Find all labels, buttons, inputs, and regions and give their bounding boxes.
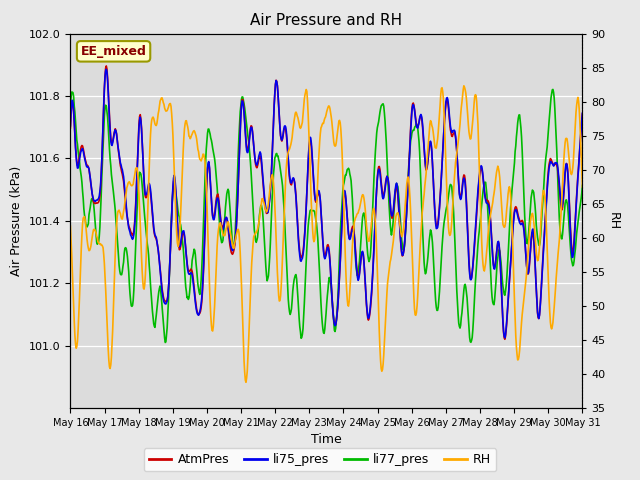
Y-axis label: Air Pressure (kPa): Air Pressure (kPa) bbox=[10, 166, 24, 276]
Y-axis label: RH: RH bbox=[607, 212, 620, 230]
Text: EE_mixed: EE_mixed bbox=[81, 45, 147, 58]
Legend: AtmPres, li75_pres, li77_pres, RH: AtmPres, li75_pres, li77_pres, RH bbox=[144, 448, 496, 471]
X-axis label: Time: Time bbox=[311, 433, 342, 446]
Title: Air Pressure and RH: Air Pressure and RH bbox=[250, 13, 403, 28]
